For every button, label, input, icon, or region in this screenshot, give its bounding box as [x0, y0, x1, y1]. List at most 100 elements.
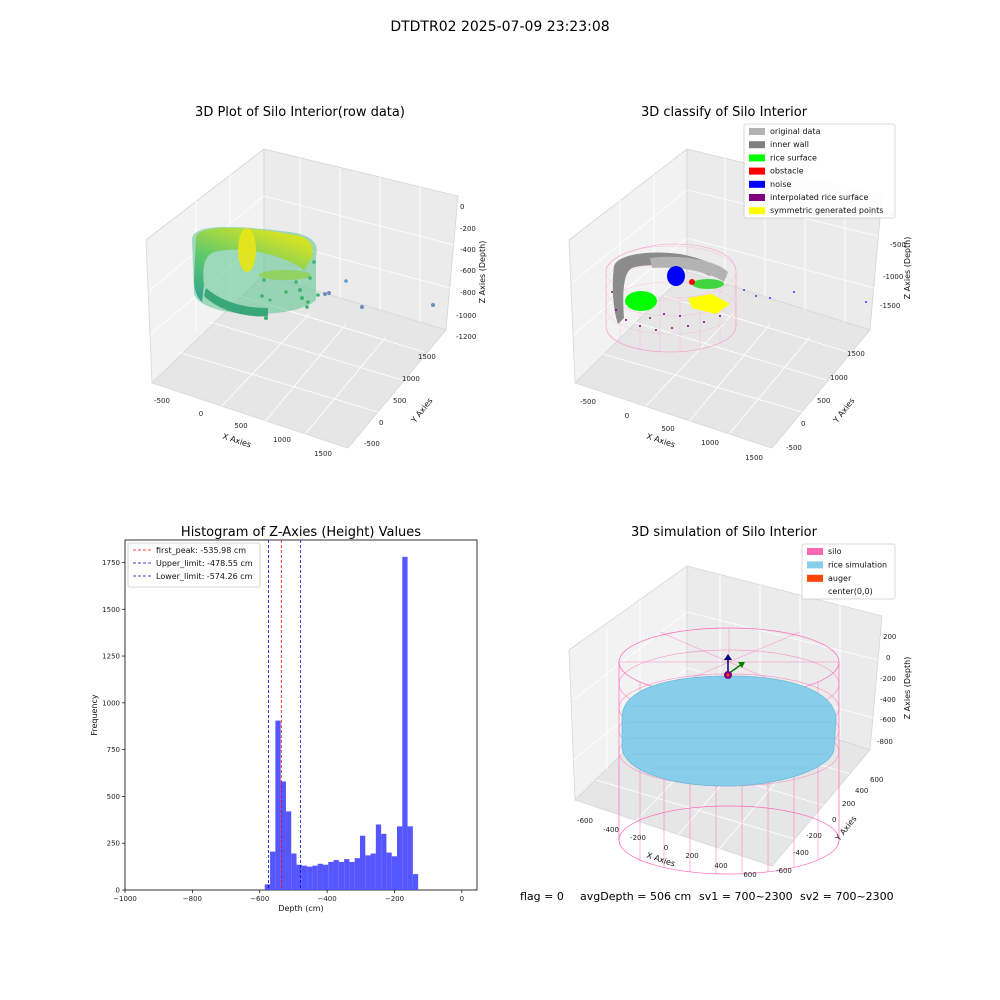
footer-avg-depth: avgDepth = 506 cm	[580, 890, 691, 903]
noise-outlier-dots	[743, 289, 867, 303]
panel-raw-title: 3D Plot of Silo Interior(row data)	[195, 105, 405, 120]
svg-text:200: 200	[842, 800, 855, 808]
histogram-bar	[412, 874, 419, 890]
histogram-x-tick-label: −1000	[113, 895, 137, 903]
raw-z-ticks: 0 -200 -400 -600 -800 -1000 -1200	[456, 203, 476, 341]
histogram-x-tick-label: 0	[460, 895, 464, 903]
histogram-title: Histogram of Z-Axies (Height) Values	[181, 525, 421, 540]
raw-ring-outer	[194, 228, 313, 302]
classify-legend: original data inner wall rice surface obsta…	[743, 123, 896, 219]
figure-suptitle: DTDTR02 2025-07-09 23:23:08	[390, 19, 609, 35]
histogram-bar	[370, 853, 376, 890]
interpolated-dots	[611, 291, 721, 331]
svg-text:0: 0	[801, 420, 805, 428]
svg-text:-500: -500	[580, 398, 596, 406]
svg-text:-600: -600	[460, 267, 476, 275]
footer-flag: flag = 0	[520, 890, 564, 903]
svg-text:-1000: -1000	[456, 312, 476, 320]
svg-text:0: 0	[199, 410, 203, 418]
footer-sv1: sv1 = 700~2300	[699, 890, 793, 903]
svg-text:-1000: -1000	[883, 273, 903, 281]
svg-text:500: 500	[393, 397, 406, 405]
svg-text:-1200: -1200	[456, 333, 476, 341]
histogram-legend: first_peak: -535.98 cm Upper_limit: -478.…	[127, 542, 261, 588]
svg-text:-400: -400	[793, 849, 809, 857]
svg-text:-500: -500	[890, 241, 906, 249]
histogram-y-ticks: 0 250 500 750 1000 1250 1500 1750	[102, 559, 125, 895]
svg-text:1000: 1000	[273, 436, 291, 444]
footer-sv2: sv2 = 700~2300	[800, 890, 894, 903]
raw-surface-streak	[259, 270, 311, 280]
inner-wall-band	[612, 252, 714, 324]
raw-ring-bottom	[204, 288, 268, 317]
noise-cluster	[667, 266, 685, 286]
svg-text:500: 500	[234, 422, 247, 430]
histogram-bar	[328, 861, 334, 890]
svg-text:0: 0	[379, 419, 383, 427]
legend-swatch	[749, 167, 765, 175]
raw-zlabel: Z Axies (Depth)	[478, 241, 487, 304]
legend-swatch	[749, 154, 765, 162]
histogram-y-tick-label: 1500	[102, 606, 120, 614]
svg-text:500: 500	[661, 425, 674, 433]
histogram-y-tick-label: 750	[107, 746, 120, 754]
svg-text:500: 500	[817, 397, 830, 405]
footer-status: flag = 0 avgDepth = 506 cm sv1 = 700~230…	[520, 890, 894, 903]
histogram-xlabel: Depth (cm)	[278, 904, 323, 913]
svg-text:-500: -500	[154, 397, 170, 405]
histogram-bar	[264, 884, 271, 890]
symmetric-points-area	[688, 294, 730, 314]
histogram-y-tick-label: 1750	[102, 559, 120, 567]
legend-item-label: silo	[828, 547, 842, 556]
histogram-bar	[338, 861, 345, 890]
legend-item-label: symmetric generated points	[770, 206, 883, 215]
histogram-bar	[407, 826, 413, 890]
histogram-bar	[391, 856, 397, 890]
histogram-bar	[402, 556, 408, 890]
legend-item-label: obstacle	[770, 167, 804, 176]
histogram-bar	[317, 863, 323, 890]
histogram-bar	[365, 855, 371, 890]
svg-text:-600: -600	[880, 716, 896, 724]
legend-item-label: Lower_limit: -574.26 cm	[156, 572, 253, 581]
raw-ylabel: Y Axies	[409, 396, 435, 425]
svg-text:400: 400	[714, 862, 727, 870]
classify-y-ticks: -500 0 500 1000 1500	[786, 350, 865, 452]
svg-text:200: 200	[685, 852, 698, 860]
svg-text:-500: -500	[786, 444, 802, 452]
svg-text:0: 0	[460, 203, 464, 211]
legend-swatch	[749, 180, 765, 188]
histogram-y-tick-label: 1250	[102, 653, 120, 661]
legend-item-label: noise	[770, 180, 791, 189]
svg-text:-800: -800	[460, 289, 476, 297]
panel-histogram: Histogram of Z-Axies (Height) Values −10…	[90, 525, 478, 913]
raw-xlabel: X Axies	[221, 432, 252, 450]
svg-text:-600: -600	[577, 817, 593, 825]
legend-item-label: auger	[828, 574, 852, 583]
raw-x-ticks: -500 0 500 1000 1500	[154, 397, 332, 458]
histogram-bar	[301, 865, 308, 890]
legend-item-label: Upper_limit: -478.55 cm	[156, 559, 253, 568]
svg-text:0: 0	[625, 412, 629, 420]
legend-item-label: original data	[770, 127, 821, 136]
legend-swatch	[749, 128, 765, 135]
legend-swatch	[807, 548, 823, 555]
svg-text:-200: -200	[630, 834, 646, 842]
legend-swatch	[749, 194, 765, 201]
histogram-bars	[264, 556, 419, 890]
classify-point-cloud	[605, 243, 867, 353]
histogram-bar	[322, 864, 329, 890]
svg-text:1500: 1500	[418, 353, 436, 361]
simulation-zlabel: Z Axies (Depth)	[903, 657, 912, 720]
legend-swatch	[807, 561, 823, 569]
simulation-title: 3D simulation of Silo Interior	[631, 525, 818, 540]
svg-text:-800: -800	[877, 738, 893, 746]
legend-item-label: rice simulation	[828, 560, 887, 569]
svg-text:1000: 1000	[830, 374, 848, 382]
histogram-bar	[344, 859, 350, 890]
simulation-legend: silo rice simulation auger center(0,0)	[801, 543, 896, 600]
histogram-x-tick-label: −600	[250, 895, 269, 903]
svg-text:200: 200	[883, 633, 896, 641]
svg-text:-600: -600	[776, 867, 792, 875]
